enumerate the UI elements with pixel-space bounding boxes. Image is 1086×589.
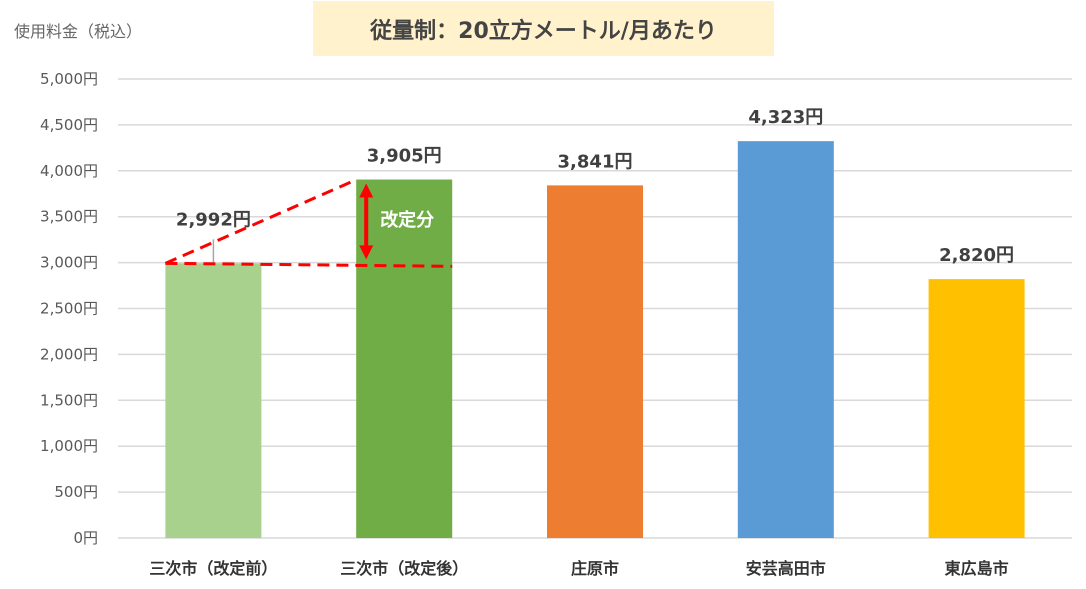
bar: [928, 279, 1025, 538]
dashed-baseline: [165, 261, 453, 268]
data-label: 2,992円: [176, 209, 251, 230]
y-tick-label: 1,500円: [40, 391, 98, 409]
y-tick-label: 3,000円: [40, 254, 98, 272]
x-tick-label: 三次市（改定後）: [340, 559, 468, 578]
bar: [165, 263, 262, 538]
x-tick-label: 庄原市: [571, 559, 619, 578]
annotation-label: 改定分: [380, 209, 434, 231]
data-label: 2,820円: [939, 245, 1014, 266]
x-tick-label: 三次市（改定前）: [149, 559, 277, 578]
y-tick-label: 2,500円: [40, 300, 98, 318]
arrow-head-up-icon: [359, 183, 374, 198]
bar: [356, 179, 453, 538]
y-tick-label: 500円: [54, 483, 98, 501]
chart-title: 従量制：20立方メートル/月あたり: [313, 1, 774, 56]
y-tick-label: 0円: [73, 529, 98, 547]
bar: [547, 185, 643, 539]
y-tick-label: 4,000円: [40, 162, 98, 180]
data-label: 3,841円: [558, 151, 633, 172]
y-tick-label: 1,000円: [40, 437, 98, 455]
y-tick-label: 4,500円: [40, 116, 98, 134]
data-label: 3,905円: [367, 146, 442, 167]
bar: [737, 141, 834, 538]
arrow-head-down-icon: [359, 245, 374, 260]
data-label: 4,323円: [748, 107, 823, 128]
y-tick-label: 2,000円: [40, 345, 98, 363]
y-tick-label: 3,500円: [40, 208, 98, 226]
y-axis-title: 使用料金（税込）: [14, 22, 143, 41]
dashed-slope-line: [164, 180, 353, 265]
x-tick-label: 安芸高田市: [746, 559, 826, 578]
y-tick-label: 5,000円: [40, 70, 98, 88]
x-tick-label: 東広島市: [945, 559, 1009, 578]
